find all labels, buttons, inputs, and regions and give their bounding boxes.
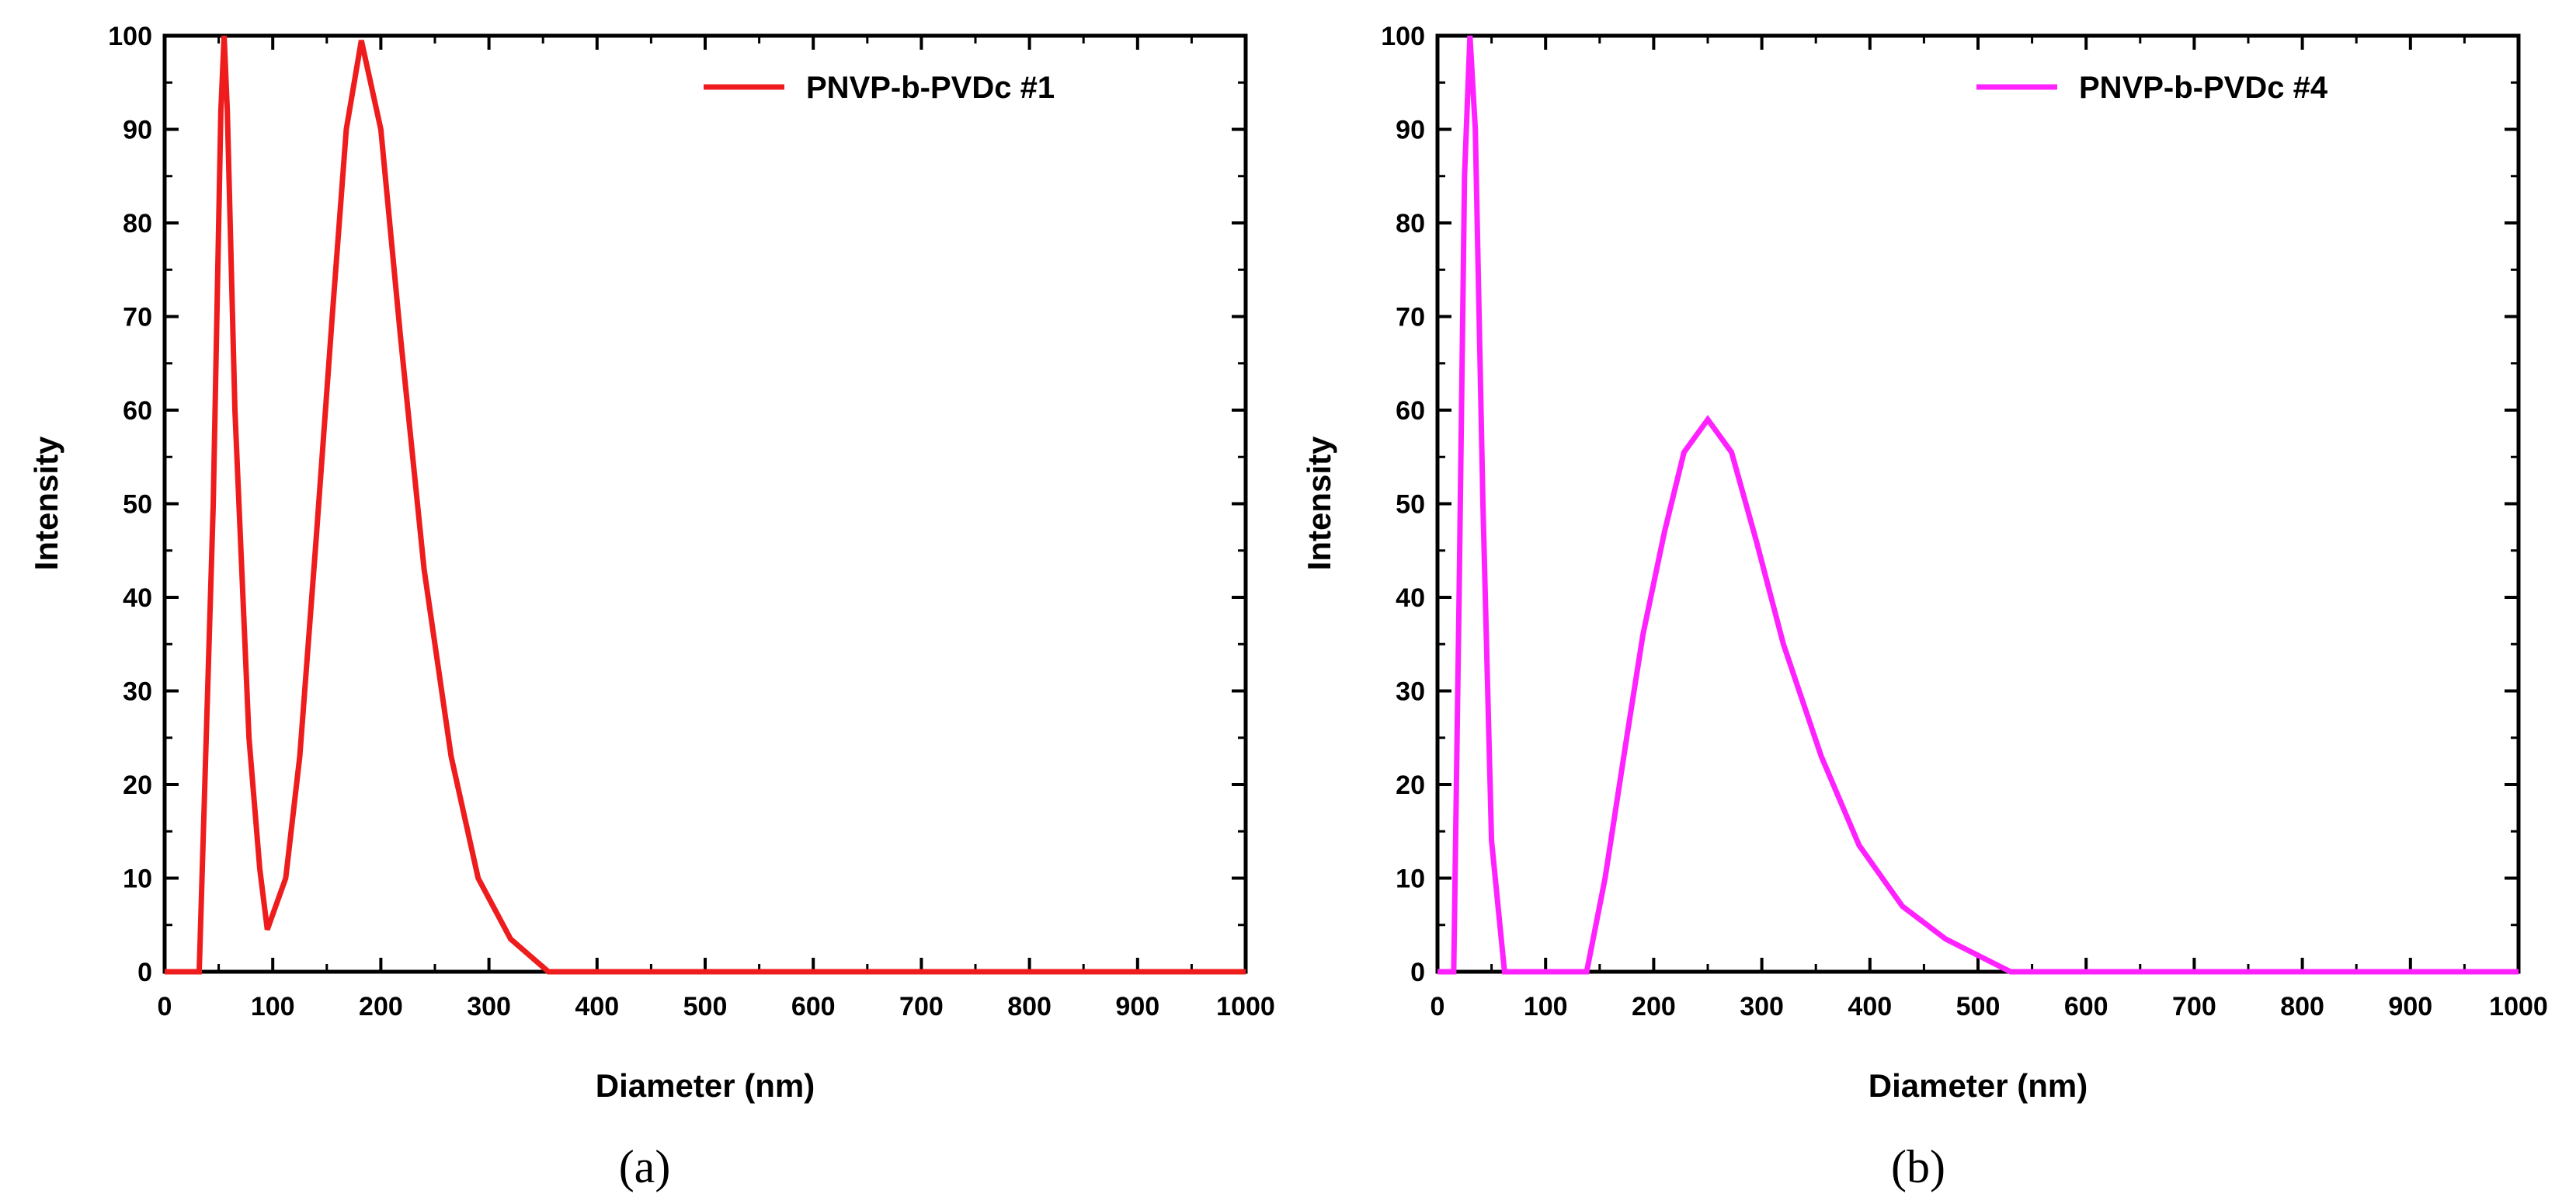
y-tick-label-a-70: 70 <box>123 303 152 332</box>
y-tick-label-b-0: 0 <box>1410 958 1425 987</box>
y-tick-label-b-90: 90 <box>1396 116 1425 145</box>
y-tick-label-a-80: 80 <box>123 209 152 238</box>
x-ticks-a: 0 100 200 300 400 500 600 700 800 900 1000 <box>158 36 1275 1021</box>
panel-a: 0 10 20 30 40 50 60 70 80 90 100 0 100 200 300 400 500 6… <box>28 22 1275 1192</box>
plot-frame-a <box>162 33 1248 974</box>
x-tick-label-a-400: 400 <box>575 992 619 1021</box>
x-tick-label-b-700: 700 <box>2172 992 2216 1021</box>
series-group-b <box>1437 35 2519 975</box>
y-tick-label-b-20: 20 <box>1396 771 1425 800</box>
x-tick-label-b-900: 900 <box>2388 992 2432 1021</box>
legend-label-b: PNVP-b-PVDc #4 <box>2079 71 2328 105</box>
y-tick-label-a-10: 10 <box>123 865 152 894</box>
x-tick-label-a-900: 900 <box>1115 992 1159 1021</box>
x-tick-label-a-0: 0 <box>158 992 172 1021</box>
series-line-b-0 <box>1437 35 2519 975</box>
y-axis-title-b: Intensity <box>1301 436 1337 570</box>
x-axis-title-a: Diameter (nm) <box>596 1067 815 1104</box>
x-tick-label-a-600: 600 <box>791 992 836 1021</box>
x-tick-label-b-0: 0 <box>1431 992 1445 1021</box>
x-tick-label-b-200: 200 <box>1632 992 1676 1021</box>
x-ticks-b: 0 100 200 300 400 500 600 700 800 900 1000 <box>1431 36 2548 1021</box>
y-tick-label-b-80: 80 <box>1396 209 1425 238</box>
panel-label-a: (a) <box>619 1141 671 1192</box>
y-tick-label-b-30: 30 <box>1396 677 1425 707</box>
y-tick-label-a-90: 90 <box>123 116 152 145</box>
y-tick-label-a-50: 50 <box>123 490 152 520</box>
y-tick-label-b-50: 50 <box>1396 490 1425 520</box>
plot-frame-b <box>1435 33 2521 974</box>
x-tick-label-a-1000: 1000 <box>1216 992 1275 1021</box>
x-tick-label-a-200: 200 <box>359 992 403 1021</box>
y-tick-label-b-60: 60 <box>1396 396 1425 426</box>
panel-label-b: (b) <box>1891 1141 1945 1192</box>
y-ticks-b: 0 10 20 30 40 50 60 70 80 90 100 <box>1381 22 2519 987</box>
y-tick-label-b-10: 10 <box>1396 865 1425 894</box>
x-tick-label-a-800: 800 <box>1007 992 1052 1021</box>
x-tick-label-b-400: 400 <box>1848 992 1892 1021</box>
series-group-a <box>165 35 1246 975</box>
x-tick-label-a-700: 700 <box>899 992 944 1021</box>
panel-b: 0 10 20 30 40 50 60 70 80 90 100 0 100 200 300 400 500 6… <box>1301 22 2548 1192</box>
y-tick-label-a-60: 60 <box>123 396 152 426</box>
series-line-a-0 <box>165 35 1246 975</box>
y-tick-label-a-30: 30 <box>123 677 152 707</box>
x-axis-title-b: Diameter (nm) <box>1869 1067 2088 1104</box>
x-tick-label-a-100: 100 <box>251 992 295 1021</box>
y-axis-title-a: Intensity <box>28 436 64 570</box>
y-tick-label-b-100: 100 <box>1381 22 1425 51</box>
y-tick-label-a-40: 40 <box>123 583 152 613</box>
y-tick-label-a-100: 100 <box>108 22 152 51</box>
x-tick-label-b-1000: 1000 <box>2489 992 2548 1021</box>
y-tick-label-b-70: 70 <box>1396 303 1425 332</box>
y-tick-label-a-20: 20 <box>123 771 152 800</box>
y-tick-label-a-0: 0 <box>137 958 152 987</box>
x-tick-label-b-600: 600 <box>2064 992 2108 1021</box>
x-tick-label-a-500: 500 <box>683 992 728 1021</box>
x-tick-label-b-100: 100 <box>1524 992 1568 1021</box>
y-tick-label-b-40: 40 <box>1396 583 1425 613</box>
legend-label-a: PNVP-b-PVDc #1 <box>806 71 1055 105</box>
x-tick-label-b-300: 300 <box>1740 992 1784 1021</box>
x-tick-label-b-500: 500 <box>1956 992 2001 1021</box>
x-tick-label-b-800: 800 <box>2280 992 2324 1021</box>
x-tick-label-a-300: 300 <box>467 992 511 1021</box>
y-ticks-a: 0 10 20 30 40 50 60 70 80 90 100 <box>108 22 1246 987</box>
